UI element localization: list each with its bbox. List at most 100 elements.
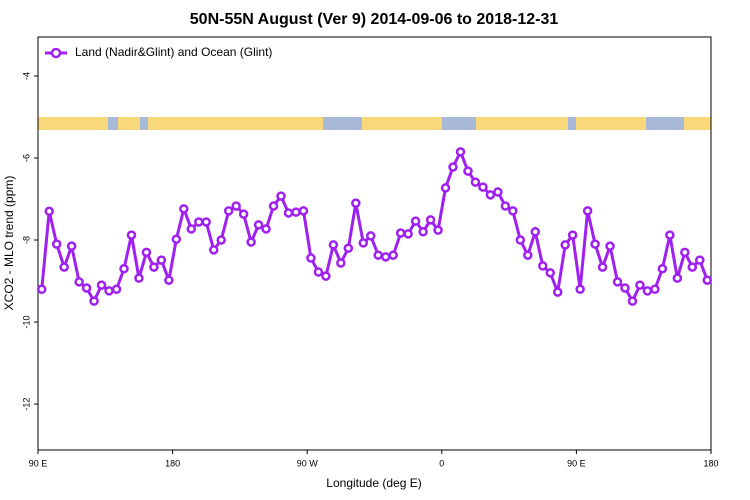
data-point bbox=[111, 284, 122, 294]
data-point bbox=[201, 217, 211, 227]
data-point bbox=[208, 245, 219, 255]
data-point bbox=[418, 227, 428, 237]
y-tick-label: -4 bbox=[21, 72, 31, 80]
data-point bbox=[89, 296, 99, 306]
land bbox=[576, 117, 646, 130]
land bbox=[684, 117, 711, 130]
data-point bbox=[328, 240, 339, 250]
data-point bbox=[194, 217, 204, 227]
data-point bbox=[313, 267, 324, 277]
data-point bbox=[687, 262, 698, 272]
data-point bbox=[515, 235, 526, 245]
data-point bbox=[156, 255, 167, 265]
data-point bbox=[605, 241, 615, 251]
data-point bbox=[425, 215, 436, 225]
data-point bbox=[448, 162, 458, 172]
data-point bbox=[134, 273, 144, 283]
data-point bbox=[612, 277, 623, 287]
data-point bbox=[179, 204, 189, 214]
data-point bbox=[560, 240, 570, 250]
data-point bbox=[81, 283, 92, 293]
data-point bbox=[171, 234, 182, 244]
data-point bbox=[552, 287, 563, 297]
data-point bbox=[216, 235, 226, 245]
plot-frame bbox=[37, 36, 712, 451]
data-point bbox=[306, 253, 316, 263]
data-point bbox=[620, 283, 630, 293]
data-point bbox=[575, 284, 585, 294]
data-point bbox=[410, 216, 421, 226]
x-tick-label: 90 W bbox=[297, 458, 319, 468]
y-tick-label: -8 bbox=[21, 236, 31, 244]
data-point bbox=[403, 229, 413, 239]
data-point bbox=[597, 262, 608, 272]
data-point bbox=[119, 263, 129, 274]
y-tick-label: -6 bbox=[21, 154, 31, 162]
data-point bbox=[582, 206, 593, 216]
data-point bbox=[336, 258, 346, 268]
data-point bbox=[380, 252, 391, 262]
data-point bbox=[657, 263, 668, 274]
data-point bbox=[186, 224, 197, 234]
data-point bbox=[672, 273, 683, 283]
data-point bbox=[283, 208, 294, 218]
data-point bbox=[141, 247, 152, 258]
data-point bbox=[164, 275, 174, 285]
data-point bbox=[642, 286, 653, 296]
data-point bbox=[261, 224, 271, 234]
map-strip bbox=[38, 117, 711, 130]
data-point bbox=[253, 220, 264, 230]
legend-marker bbox=[50, 47, 62, 59]
data-point bbox=[650, 284, 660, 294]
data-point bbox=[44, 206, 54, 217]
data-point bbox=[627, 296, 638, 306]
data-point bbox=[321, 271, 331, 281]
data-point bbox=[291, 207, 301, 217]
data-point bbox=[276, 191, 286, 201]
data-point bbox=[104, 286, 114, 296]
data-point bbox=[149, 262, 159, 272]
data-point bbox=[388, 250, 398, 260]
data-point bbox=[246, 237, 256, 247]
data-point bbox=[545, 268, 555, 278]
data-point bbox=[478, 182, 488, 192]
data-point bbox=[665, 230, 675, 240]
data-point bbox=[493, 187, 503, 197]
data-point bbox=[238, 209, 249, 219]
data-point bbox=[440, 183, 451, 193]
data-point bbox=[223, 206, 234, 216]
data-point bbox=[395, 228, 406, 238]
data-point bbox=[500, 201, 511, 211]
chart-title: 50N-55N August (Ver 9) 2014-09-06 to 201… bbox=[190, 11, 559, 28]
data-point bbox=[231, 201, 241, 211]
data-point bbox=[433, 225, 443, 235]
x-tick-label: 90 E bbox=[29, 458, 48, 468]
x-tick-label: 0 bbox=[439, 458, 444, 468]
legend-label: Land (Nadir&Glint) and Ocean (Glint) bbox=[75, 45, 272, 59]
data-point bbox=[523, 250, 533, 260]
x-tick-label: 180 bbox=[165, 458, 180, 468]
data-point bbox=[530, 227, 541, 237]
data-point bbox=[695, 255, 705, 265]
data-point bbox=[373, 250, 383, 260]
data-point bbox=[96, 280, 107, 290]
data-point bbox=[680, 247, 690, 258]
land bbox=[118, 117, 140, 130]
land bbox=[148, 117, 323, 130]
data-point bbox=[485, 190, 496, 200]
data-point bbox=[455, 147, 466, 157]
data-point bbox=[268, 201, 279, 211]
data-point bbox=[36, 284, 47, 294]
data-point bbox=[590, 239, 600, 249]
data-point bbox=[126, 230, 137, 240]
data-point bbox=[358, 238, 369, 248]
y-axis-label: XCO2 - MLO trend (ppm) bbox=[2, 176, 16, 311]
land bbox=[38, 117, 108, 130]
data-point bbox=[51, 239, 62, 249]
x-tick-label: 180 bbox=[703, 458, 718, 468]
x-tick-label: 90 E bbox=[567, 458, 586, 468]
data-point bbox=[351, 198, 361, 208]
data-point bbox=[508, 206, 518, 216]
data-point bbox=[635, 280, 645, 290]
